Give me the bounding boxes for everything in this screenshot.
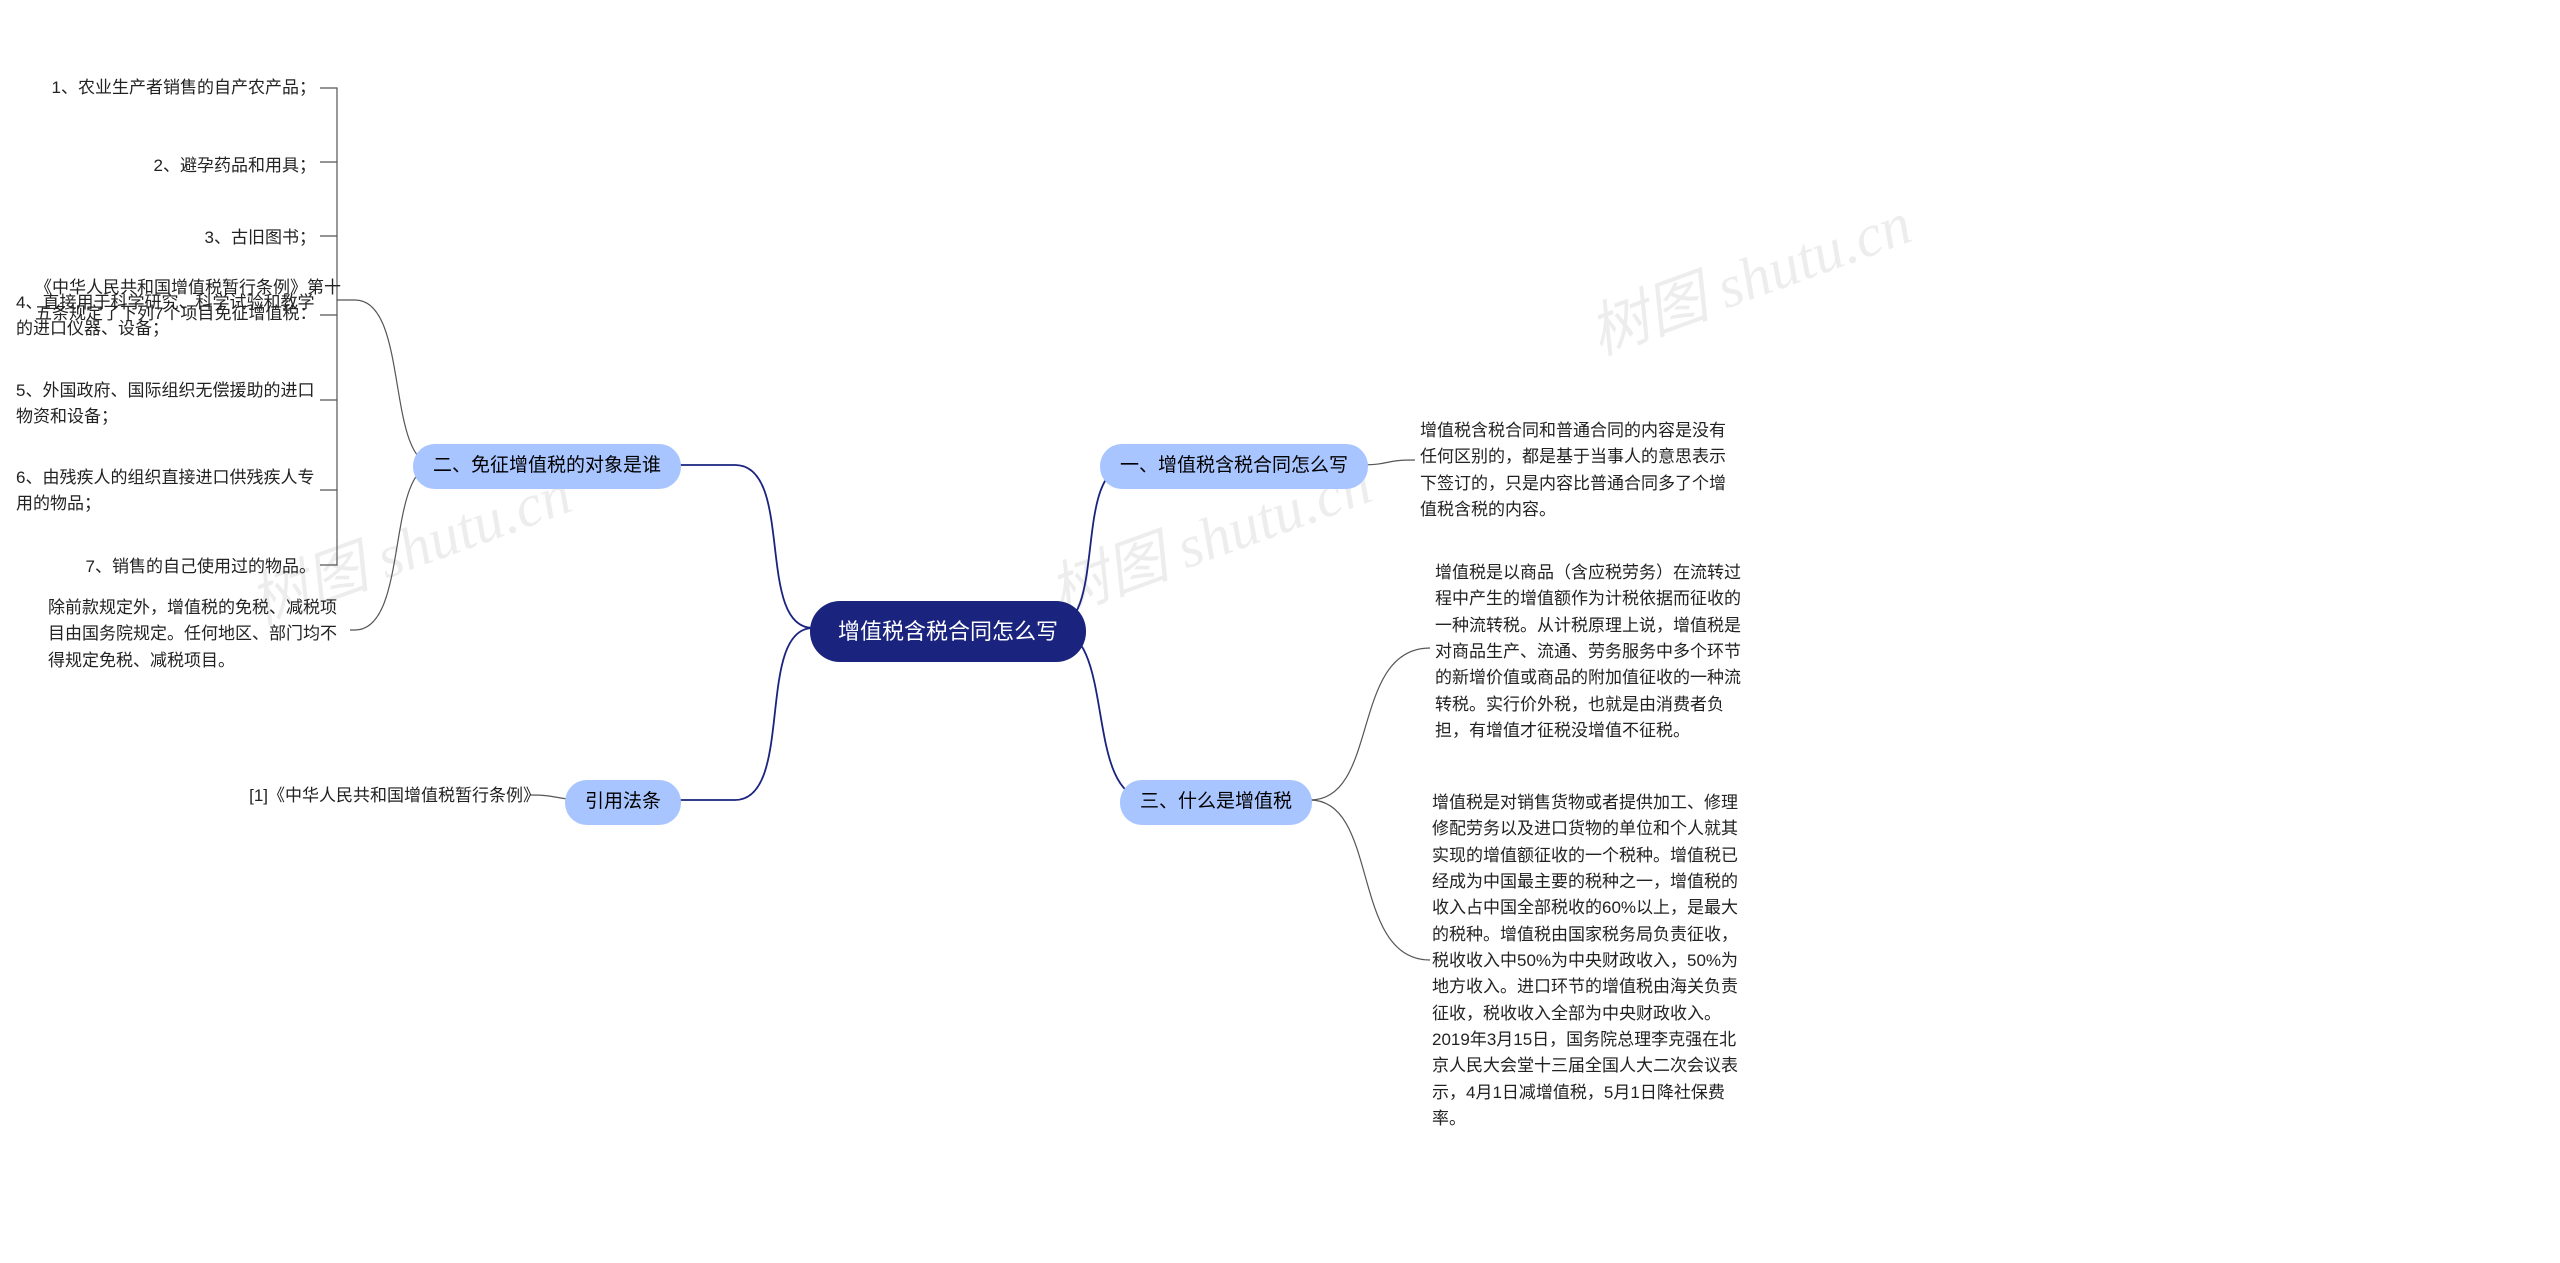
leaf-s2-extra: 除前款规定外，增值税的免税、减税项目由国务院规定。任何地区、部门均不得规定免税、… [48, 595, 348, 674]
branch-references[interactable]: 引用法条 [565, 780, 681, 825]
mindmap-canvas: 树图 shutu.cn 树图 shutu.cn 树图 shutu.cn 增值税含… [0, 0, 2560, 1263]
leaf-s1-content: 增值税含税合同和普通合同的内容是没有任何区别的，都是基于当事人的意思表示下签订的… [1420, 418, 1740, 523]
root-node[interactable]: 增值税含税合同怎么写 [810, 601, 1086, 662]
branch-section-1[interactable]: 一、增值税含税合同怎么写 [1100, 444, 1368, 489]
branch-section-2[interactable]: 二、免征增值税的对象是谁 [413, 444, 681, 489]
leaf-s3-para2: 增值税是对销售货物或者提供加工、修理修配劳务以及进口货物的单位和个人就其实现的增… [1432, 790, 1752, 1132]
leaf-reference-1: [1]《中华人民共和国增值税暂行条例》 [249, 783, 540, 809]
watermark: 树图 shutu.cn [1575, 175, 1921, 372]
leaf-s2-item1: 1、农业生产者销售的自产农产品； [52, 75, 316, 101]
leaf-s2-item6: 6、由残疾人的组织直接进口供残疾人专用的物品； [16, 465, 316, 518]
leaf-s2-item5: 5、外国政府、国际组织无偿援助的进口物资和设备； [16, 378, 316, 431]
leaf-s3-para1: 增值税是以商品（含应税劳务）在流转过程中产生的增值额作为计税依据而征收的一种流转… [1435, 560, 1755, 744]
leaf-s2-item3: 3、古旧图书； [205, 225, 316, 251]
leaf-s2-item7: 7、销售的自己使用过的物品。 [86, 554, 316, 580]
leaf-s2-item4: 4、直接用于科学研究、科学试验和教学的进口仪器、设备； [16, 290, 316, 343]
leaf-s2-item2: 2、避孕药品和用具； [154, 153, 316, 179]
branch-section-3[interactable]: 三、什么是增值税 [1120, 780, 1312, 825]
edge-layer [0, 0, 2560, 1263]
